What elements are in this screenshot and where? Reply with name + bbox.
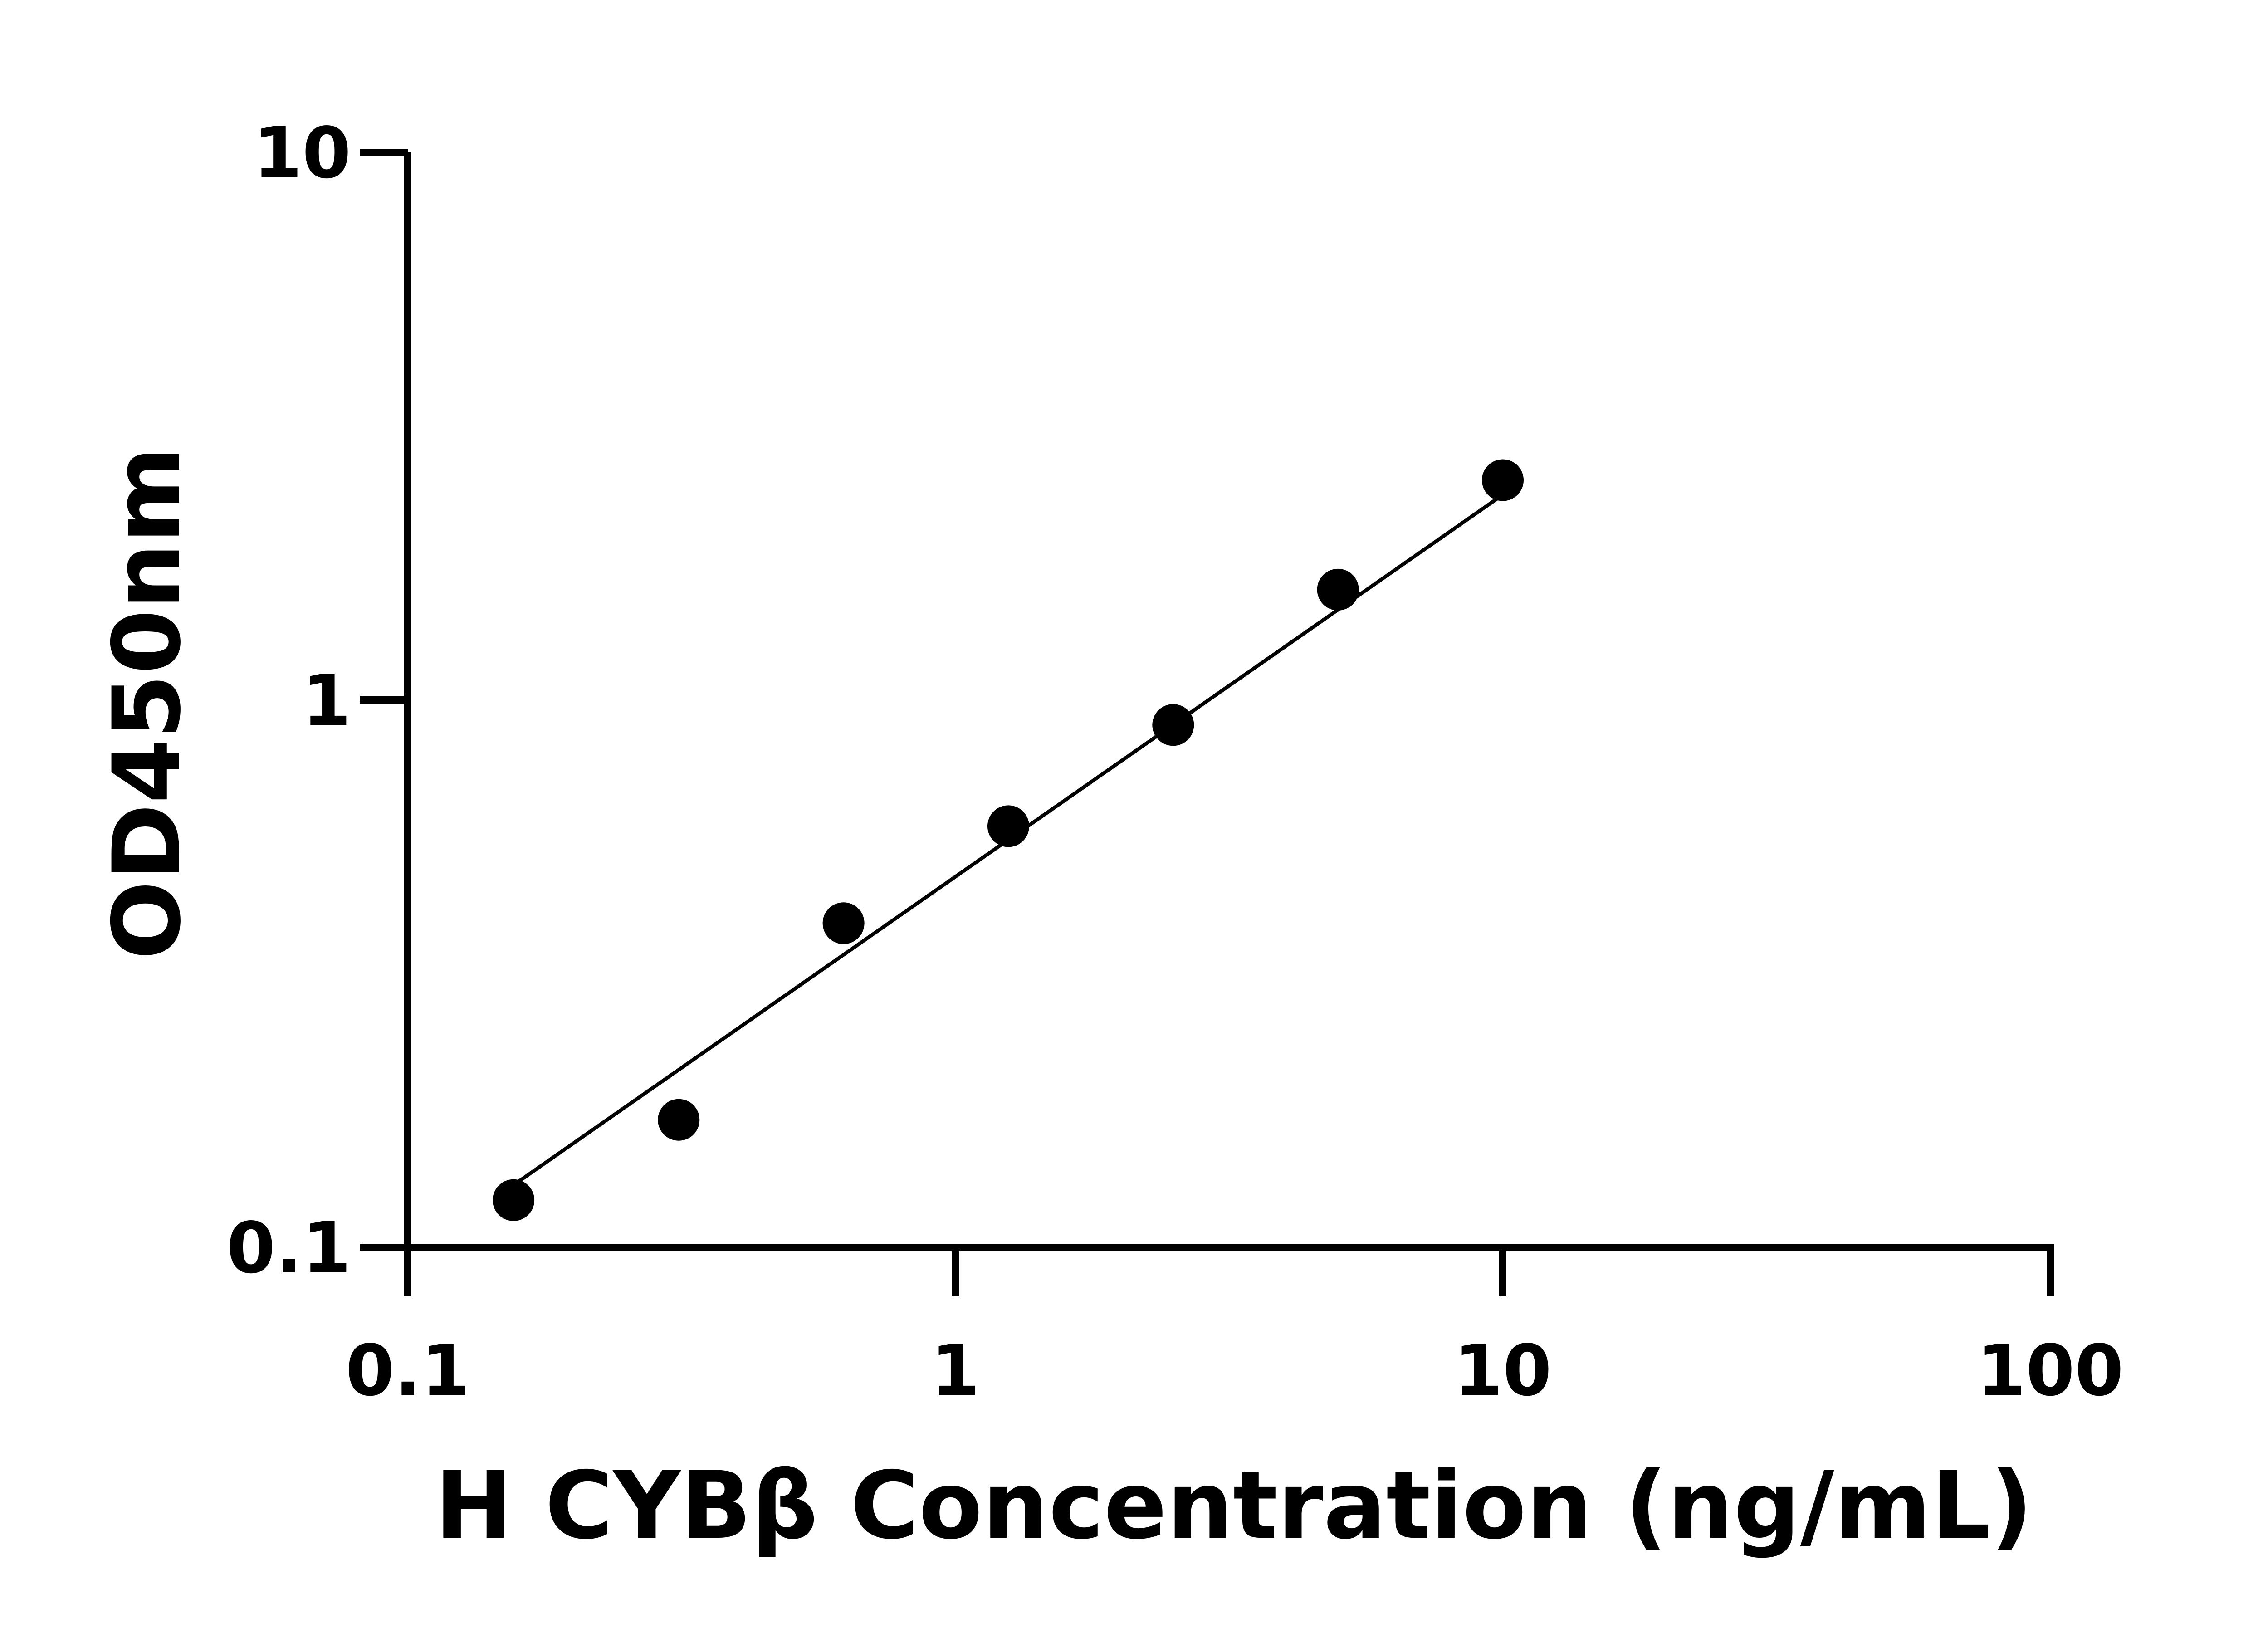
y-tick-label: 0.1: [226, 1207, 351, 1289]
y-tick-label: 1: [302, 660, 351, 742]
ticks: 0.1 1 10 100 0.1 1 10: [226, 112, 2123, 1412]
data-point: [1482, 459, 1524, 501]
x-tick-label: 0.1: [346, 1330, 470, 1412]
data-point: [822, 902, 865, 944]
x-tick-label: 1: [931, 1330, 980, 1412]
data-points: [493, 459, 1524, 1221]
y-tick-label: 10: [253, 112, 351, 194]
y-axis-title: OD450nm: [93, 446, 201, 960]
data-point: [1317, 568, 1359, 611]
data-point: [1152, 704, 1194, 746]
x-tick-label: 10: [1454, 1330, 1552, 1412]
data-point: [658, 1099, 700, 1141]
x-tick-label: 100: [1977, 1330, 2124, 1412]
x-axis-title: H CYBβ Concentration (ng/mL): [435, 1452, 2033, 1560]
data-point: [987, 805, 1029, 847]
data-point: [493, 1179, 535, 1221]
